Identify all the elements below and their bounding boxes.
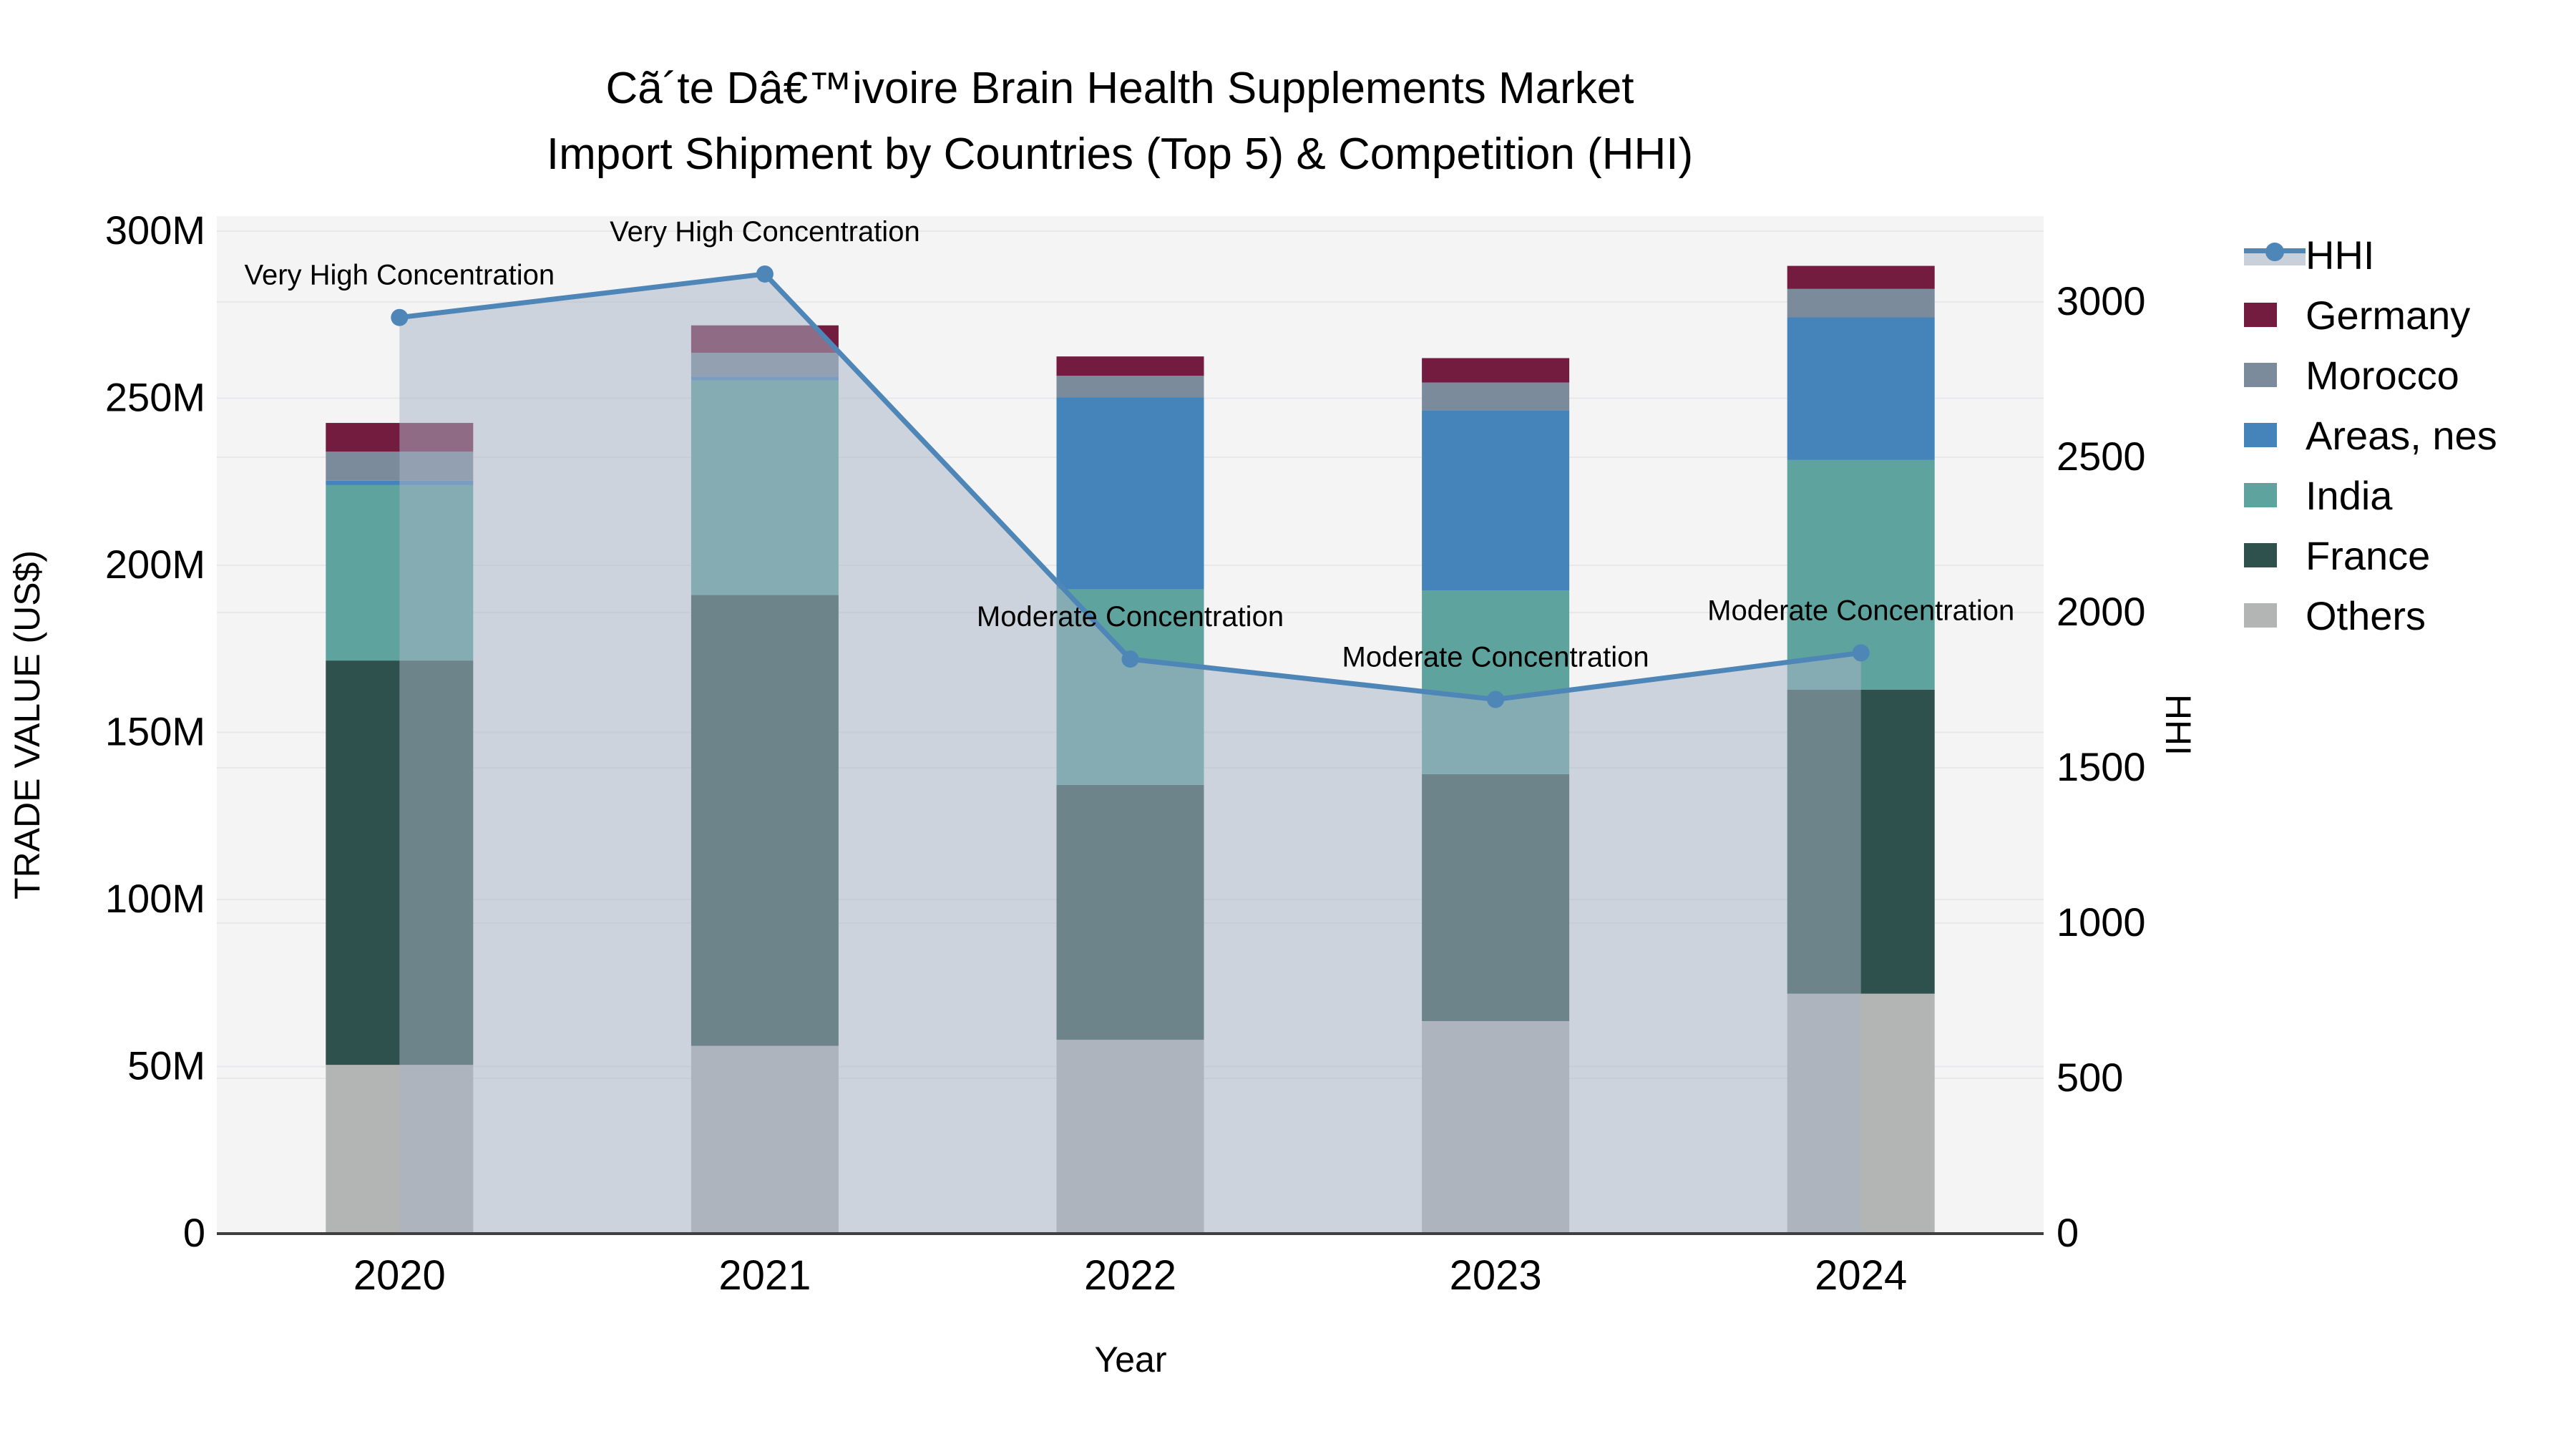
annotation-2020: Very High Concentration <box>245 260 555 291</box>
legend-swatch-others <box>2244 603 2277 628</box>
bar-segment-areas-nes-2024[interactable] <box>1787 317 1935 460</box>
legend-item-others[interactable]: Others <box>2244 585 2497 645</box>
legend-item-germany[interactable]: Germany <box>2244 285 2497 345</box>
hhi-marker-2023[interactable] <box>1487 691 1505 708</box>
y-left-tick-150M: 150M <box>105 709 205 754</box>
hhi-marker-2021[interactable] <box>756 265 774 283</box>
y-left-tick-50M: 50M <box>127 1043 205 1088</box>
bar-segment-morocco-2022[interactable] <box>1056 376 1204 398</box>
y-axis-title-left: TRADE VALUE (US$) <box>7 550 47 900</box>
legend-label-areas-nes: Areas, nes <box>2306 412 2497 458</box>
y-left-tick-100M: 100M <box>105 876 205 921</box>
bar-segment-morocco-2024[interactable] <box>1787 288 1935 318</box>
legend-label-hhi: HHI <box>2306 232 2375 278</box>
y-left-tick-300M: 300M <box>105 208 205 253</box>
hhi-line-sample-icon <box>2244 243 2306 267</box>
bar-segment-germany-2024[interactable] <box>1787 265 1935 289</box>
legend-swatch-areas-nes <box>2244 423 2277 447</box>
x-axis-title: Year <box>1094 1340 1167 1380</box>
annotation-2023: Moderate Concentration <box>1342 642 1649 673</box>
y-right-tick-2500: 2500 <box>2057 434 2146 479</box>
bar-segment-areas-nes-2023[interactable] <box>1422 410 1570 591</box>
hhi-marker-2020[interactable] <box>391 308 409 326</box>
legend-item-morocco[interactable]: Morocco <box>2244 345 2497 405</box>
chart-title-line1: Cã´te Dâ€™ivoire Brain Health Supplement… <box>605 64 1634 113</box>
bar-segment-germany-2022[interactable] <box>1056 356 1204 376</box>
legend-label-germany: Germany <box>2306 292 2471 338</box>
legend-swatch-france <box>2244 543 2277 567</box>
legend-swatch-morocco <box>2244 363 2277 387</box>
y-right-tick-2000: 2000 <box>2057 589 2146 634</box>
legend-item-france[interactable]: France <box>2244 525 2497 585</box>
y-right-tick-500: 500 <box>2057 1055 2123 1100</box>
y-left-tick-0: 0 <box>183 1210 205 1255</box>
legend-label-france: France <box>2306 532 2431 578</box>
legend: HHI Germany Morocco Areas, nes India France Ot… <box>2244 225 2497 645</box>
y-right-tick-1500: 1500 <box>2057 744 2146 789</box>
hhi-marker-glyph <box>2265 243 2284 261</box>
chart-title-line2: Import Shipment by Countries (Top 5) & C… <box>546 130 1694 179</box>
legend-swatch-germany <box>2244 303 2277 327</box>
y-left-tick-200M: 200M <box>105 542 205 587</box>
legend-label-others: Others <box>2306 592 2426 638</box>
y-left-tick-250M: 250M <box>105 375 205 420</box>
y-axis-title-right: HHI <box>2158 693 2198 756</box>
x-tick-2020[interactable]: 2020 <box>353 1252 446 1299</box>
annotation-2024: Moderate Concentration <box>1707 595 2014 626</box>
y-right-tick-0: 0 <box>2057 1210 2079 1255</box>
x-tick-2024[interactable]: 2024 <box>1815 1252 1907 1299</box>
legend-item-india[interactable]: India <box>2244 465 2497 525</box>
annotation-2022: Moderate Concentration <box>977 601 1284 633</box>
y-right-tick-3000: 3000 <box>2057 278 2146 323</box>
legend-item-areas-nes[interactable]: Areas, nes <box>2244 405 2497 465</box>
x-tick-2023[interactable]: 2023 <box>1450 1252 1542 1299</box>
x-tick-2021[interactable]: 2021 <box>718 1252 811 1299</box>
hhi-marker-2024[interactable] <box>1852 644 1870 662</box>
legend-swatch-india <box>2244 483 2277 507</box>
legend-label-india: India <box>2306 472 2393 518</box>
legend-item-hhi[interactable]: HHI <box>2244 225 2497 285</box>
y-right-tick-1000: 1000 <box>2057 899 2146 945</box>
annotation-2021: Very High Concentration <box>610 216 920 248</box>
bar-segment-areas-nes-2022[interactable] <box>1056 397 1204 590</box>
legend-label-morocco: Morocco <box>2306 352 2459 398</box>
x-tick-2022[interactable]: 2022 <box>1084 1252 1176 1299</box>
bar-segment-morocco-2023[interactable] <box>1422 382 1570 411</box>
hhi-marker-2022[interactable] <box>1121 650 1139 668</box>
bar-segment-germany-2023[interactable] <box>1422 358 1570 383</box>
hhi-area-fill <box>399 273 1861 1234</box>
